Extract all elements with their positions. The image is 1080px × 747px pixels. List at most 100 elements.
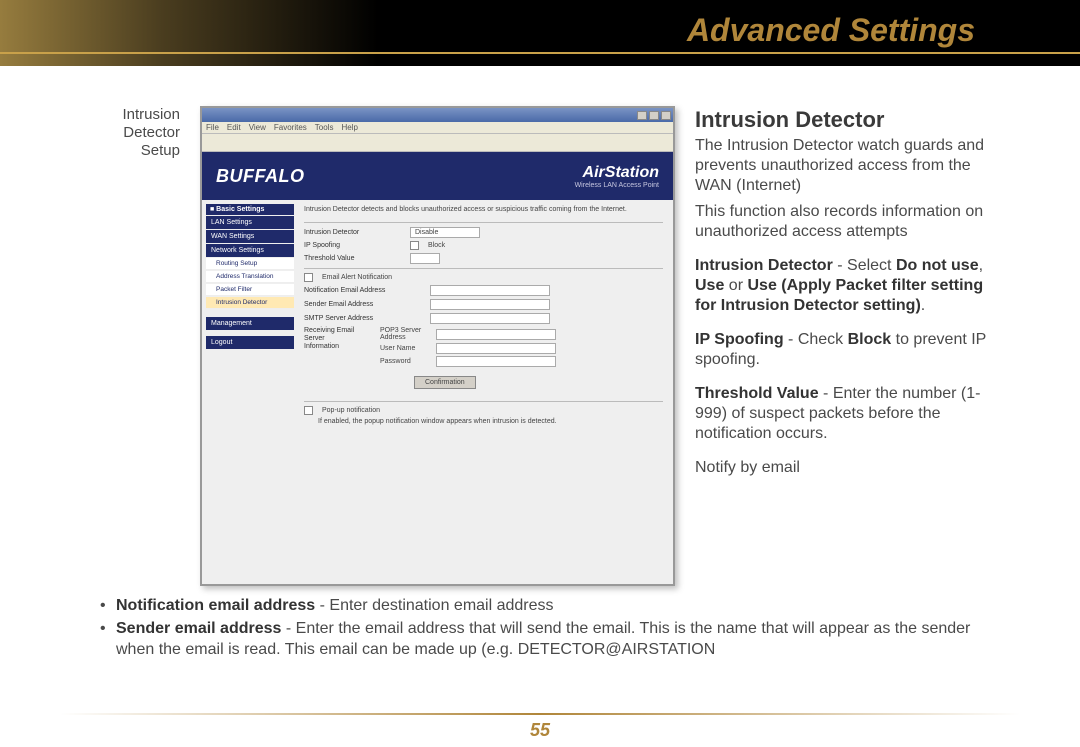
menu-item: Help bbox=[341, 123, 357, 132]
confirm-button: Confirmation bbox=[414, 376, 476, 389]
menu-item: Edit bbox=[227, 123, 241, 132]
sub-label: User Name bbox=[380, 345, 430, 352]
bullet-text: Notification email address - Enter desti… bbox=[116, 596, 980, 617]
pass-input bbox=[436, 356, 556, 367]
bullet-item: • Notification email address - Enter des… bbox=[100, 596, 980, 617]
sidebar-header: ■ Basic Settings bbox=[206, 204, 294, 215]
notif-input bbox=[430, 285, 550, 296]
menu-item: Tools bbox=[315, 123, 334, 132]
sidebar-subitem: Address Translation bbox=[206, 271, 294, 283]
brand-right-sub: Wireless LAN Access Point bbox=[575, 182, 659, 189]
screenshot-caption: Intrusion Detector Setup bbox=[100, 106, 180, 586]
dropdown-value: Disable bbox=[410, 227, 480, 238]
ss-row-smtp: SMTP Server Address bbox=[304, 313, 663, 324]
ss-sidebar: ■ Basic Settings LAN Settings WAN Settin… bbox=[202, 200, 294, 584]
paragraph: IP Spoofing - Check Block to prevent IP … bbox=[695, 330, 1000, 370]
term: Threshold Value bbox=[695, 385, 819, 402]
ss-row-ipspoof: IP Spoofing Block bbox=[304, 241, 663, 250]
maximize-icon bbox=[649, 111, 659, 120]
paragraph: Threshold Value - Enter the number (1-99… bbox=[695, 384, 1000, 444]
sub-label: Password bbox=[380, 358, 430, 365]
sidebar-item: Network Settings bbox=[206, 244, 294, 257]
sidebar-subitem-active: Intrusion Detector bbox=[206, 297, 294, 309]
below-text: • Notification email address - Enter des… bbox=[0, 586, 1080, 660]
caption-line: Detector bbox=[100, 124, 180, 142]
ss-row-popup: Pop-up notification bbox=[304, 406, 663, 415]
ss-menubar: File Edit View Favorites Tools Help bbox=[202, 122, 673, 134]
minimize-icon bbox=[637, 111, 647, 120]
menu-item: Favorites bbox=[274, 123, 307, 132]
sidebar-subitem: Routing Setup bbox=[206, 258, 294, 270]
ss-row-receiving: Receiving Email Server Information POP3 … bbox=[304, 327, 663, 367]
divider bbox=[304, 268, 663, 269]
sidebar-item: WAN Settings bbox=[206, 230, 294, 243]
sidebar-subitem: Packet Filter bbox=[206, 284, 294, 296]
sidebar-item: LAN Settings bbox=[206, 216, 294, 229]
section-heading: Intrusion Detector bbox=[695, 106, 1000, 134]
threshold-input bbox=[410, 253, 440, 264]
page-header-title: Advanced Settings bbox=[687, 12, 975, 49]
paragraph: This function also records information o… bbox=[695, 202, 1000, 242]
row-label: Sender Email Address bbox=[304, 301, 424, 308]
bullet-dot: • bbox=[100, 619, 116, 661]
right-column-text: Intrusion Detector The Intrusion Detecto… bbox=[695, 106, 1000, 586]
row-label: Notification Email Address bbox=[304, 287, 424, 294]
term: Intrusion Detector bbox=[695, 257, 833, 274]
ss-row: Password bbox=[380, 356, 556, 367]
sub-label: POP3 Server Address bbox=[380, 327, 430, 341]
caption-line: Intrusion bbox=[100, 106, 180, 124]
ss-row-popup-note: If enabled, the popup notification windo… bbox=[304, 418, 663, 425]
bullet-text: Sender email address - Enter the email a… bbox=[116, 619, 980, 661]
row-value: Block bbox=[428, 242, 445, 249]
page-number: 55 bbox=[0, 720, 1080, 741]
row-label: Email Alert Notification bbox=[322, 274, 392, 281]
ss-main-panel: Intrusion Detector detects and blocks un… bbox=[294, 200, 673, 584]
checkbox-icon bbox=[304, 273, 313, 282]
row-label: Threshold Value bbox=[304, 255, 404, 262]
close-icon bbox=[661, 111, 671, 120]
sidebar-item: Logout bbox=[206, 336, 294, 349]
divider bbox=[304, 401, 663, 402]
ss-row-sender: Sender Email Address bbox=[304, 299, 663, 310]
row-label: SMTP Server Address bbox=[304, 315, 424, 322]
ss-row: User Name bbox=[380, 343, 556, 354]
content-row: Intrusion Detector Setup File Edit View … bbox=[0, 66, 1080, 586]
checkbox-icon bbox=[304, 406, 313, 415]
ss-row-notif: Notification Email Address bbox=[304, 285, 663, 296]
divider bbox=[304, 222, 663, 223]
ss-row-alert: Email Alert Notification bbox=[304, 273, 663, 282]
checkbox-icon bbox=[410, 241, 419, 250]
menu-item: View bbox=[249, 123, 266, 132]
receiving-fields: POP3 Server Address User Name Password bbox=[380, 327, 556, 367]
bullet-item: • Sender email address - Enter the email… bbox=[100, 619, 980, 661]
row-label: IP Spoofing bbox=[304, 242, 404, 249]
brand-right-main: AirStation bbox=[575, 164, 659, 182]
spacer bbox=[206, 310, 294, 316]
term: Notification email address bbox=[116, 597, 315, 614]
ss-description: Intrusion Detector detects and blocks un… bbox=[304, 206, 663, 214]
embedded-screenshot: File Edit View Favorites Tools Help BUFF… bbox=[200, 106, 675, 586]
row-label: Pop-up notification bbox=[322, 407, 380, 414]
footer-accent-line bbox=[60, 713, 1020, 715]
ss-brandbar: BUFFALO AirStation Wireless LAN Access P… bbox=[202, 152, 673, 200]
header-accent-line bbox=[0, 52, 1080, 54]
term: IP Spoofing bbox=[695, 331, 784, 348]
caption-line: Setup bbox=[100, 142, 180, 160]
header-band: Advanced Settings bbox=[0, 0, 1080, 66]
smtp-input bbox=[430, 313, 550, 324]
ss-body: ■ Basic Settings LAN Settings WAN Settin… bbox=[202, 200, 673, 584]
pop3-input bbox=[436, 329, 556, 340]
user-input bbox=[436, 343, 556, 354]
brand-left: BUFFALO bbox=[216, 166, 305, 187]
sidebar-item: Management bbox=[206, 317, 294, 330]
note-text: If enabled, the popup notification windo… bbox=[304, 418, 557, 425]
menu-item: File bbox=[206, 123, 219, 132]
bullet-dot: • bbox=[100, 596, 116, 617]
paragraph: The Intrusion Detector watch guards and … bbox=[695, 136, 1000, 196]
paragraph: Intrusion Detector - Select Do not use, … bbox=[695, 256, 1000, 316]
ss-toolbar bbox=[202, 134, 673, 152]
term: Sender email address bbox=[116, 620, 281, 637]
sender-input bbox=[430, 299, 550, 310]
row-label-stack: Receiving Email Server Information bbox=[304, 327, 374, 350]
ss-row: POP3 Server Address bbox=[380, 327, 556, 341]
